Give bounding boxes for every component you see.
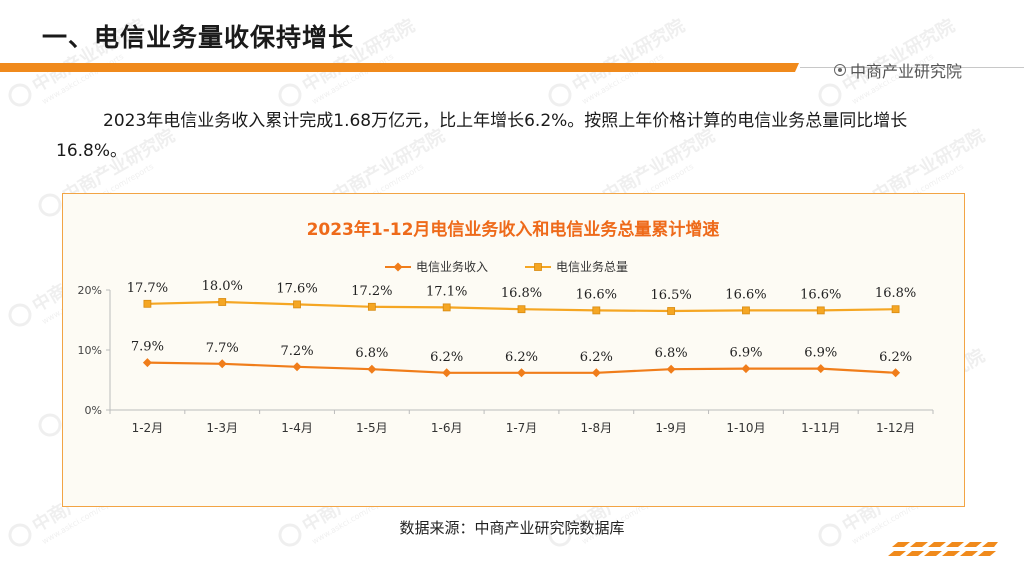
legend-item: 电信业务总量 bbox=[525, 259, 628, 274]
data-label: 18.0% bbox=[202, 279, 243, 294]
data-point bbox=[293, 300, 301, 309]
data-point bbox=[591, 368, 601, 378]
data-label: 6.2% bbox=[505, 350, 538, 365]
legend-label: 电信业务总量 bbox=[556, 259, 628, 274]
watermark-text: 中商产业研究院 bbox=[568, 14, 688, 96]
data-label: 6.2% bbox=[580, 350, 613, 365]
data-source: 数据来源：中商产业研究院数据库 bbox=[399, 519, 625, 537]
x-tick-label: 1-2月 bbox=[132, 421, 164, 435]
data-label: 16.6% bbox=[725, 287, 766, 302]
data-label: 16.8% bbox=[501, 286, 542, 301]
data-label: 7.9% bbox=[131, 340, 164, 355]
data-label: 7.7% bbox=[206, 341, 239, 356]
page-title: 一、电信业务量收保持增长 bbox=[42, 23, 355, 52]
watermark-url: www.askci.com/reports bbox=[40, 52, 125, 106]
data-label: 16.5% bbox=[650, 288, 691, 303]
x-tick-label: 1-10月 bbox=[726, 421, 765, 435]
data-point bbox=[292, 362, 302, 372]
legend-marker bbox=[393, 262, 403, 272]
chart-frame: 2023年1-12月电信业务收入和电信业务总量累计增速 0% 10% 20% 1-2月… bbox=[62, 193, 965, 507]
data-point bbox=[741, 364, 751, 374]
data-label: 6.9% bbox=[729, 346, 762, 361]
data-point bbox=[442, 303, 451, 312]
y-tick-label: 0% bbox=[85, 404, 102, 417]
data-point bbox=[442, 368, 452, 378]
header-rule bbox=[0, 63, 800, 72]
data-point bbox=[217, 359, 227, 369]
chart-title: 2023年1-12月电信业务收入和电信业务总量累计增速 bbox=[307, 219, 720, 240]
legend-item: 电信业务收入 bbox=[385, 259, 488, 274]
data-label: 6.2% bbox=[879, 350, 912, 365]
data-label: 17.7% bbox=[127, 281, 168, 296]
data-point bbox=[742, 306, 750, 315]
x-tick-label: 1-7月 bbox=[506, 421, 538, 435]
data-label: 16.6% bbox=[576, 287, 617, 302]
line-chart: 2023年1-12月电信业务收入和电信业务总量累计增速 0% 10% 20% 1-2月… bbox=[78, 219, 934, 435]
data-label: 6.2% bbox=[430, 350, 463, 365]
x-tick-label: 1-4月 bbox=[281, 421, 313, 435]
y-tick-label: 20% bbox=[78, 284, 102, 297]
data-point bbox=[816, 306, 825, 315]
x-tick-label: 1-8月 bbox=[581, 421, 613, 435]
brand: 中商产业研究院 bbox=[834, 58, 962, 82]
watermark-url: www.askci.com/reports bbox=[310, 52, 395, 106]
data-point bbox=[816, 364, 826, 374]
data-label: 7.2% bbox=[281, 344, 314, 359]
data-point bbox=[891, 305, 900, 314]
data-point bbox=[367, 302, 376, 311]
data-label: 17.1% bbox=[426, 284, 467, 299]
data-point bbox=[142, 358, 152, 368]
x-tick-label: 1-3月 bbox=[206, 421, 238, 435]
data-label: 17.6% bbox=[276, 281, 317, 296]
target-icon bbox=[834, 64, 846, 76]
data-point bbox=[218, 298, 227, 306]
legend-marker bbox=[534, 263, 542, 271]
data-point bbox=[592, 306, 601, 315]
data-label: 6.8% bbox=[355, 346, 388, 361]
data-label: 17.2% bbox=[351, 284, 392, 299]
data-point bbox=[666, 364, 676, 374]
data-point bbox=[143, 299, 152, 308]
watermark-url: www.askci.com/reports bbox=[580, 52, 665, 106]
data-label: 16.6% bbox=[800, 287, 841, 302]
x-tick-label: 1-9月 bbox=[655, 421, 687, 435]
data-label: 6.8% bbox=[655, 346, 688, 361]
data-point bbox=[517, 368, 526, 378]
x-tick-label: 1-11月 bbox=[801, 421, 840, 435]
watermark-text: 中商产业研究院 bbox=[838, 14, 958, 96]
data-point bbox=[517, 305, 526, 314]
data-point bbox=[891, 368, 901, 378]
brand-label: 中商产业研究院 bbox=[850, 62, 963, 81]
data-point bbox=[367, 364, 377, 374]
x-tick-label: 1-12月 bbox=[876, 421, 915, 435]
header-rule-gray bbox=[800, 67, 1024, 68]
legend-label: 电信业务收入 bbox=[416, 259, 488, 274]
footer-stripes bbox=[888, 542, 998, 556]
data-point bbox=[667, 307, 676, 315]
x-tick-label: 1-5月 bbox=[356, 421, 388, 435]
summary-paragraph: 2023年电信业务收入累计完成1.68万亿元，比上年增长6.2%。按照上年价格计… bbox=[56, 111, 908, 161]
data-label: 16.8% bbox=[875, 286, 916, 301]
x-tick-label: 1-6月 bbox=[431, 421, 463, 435]
y-tick-label: 10% bbox=[78, 344, 102, 357]
data-label: 6.9% bbox=[804, 346, 837, 361]
